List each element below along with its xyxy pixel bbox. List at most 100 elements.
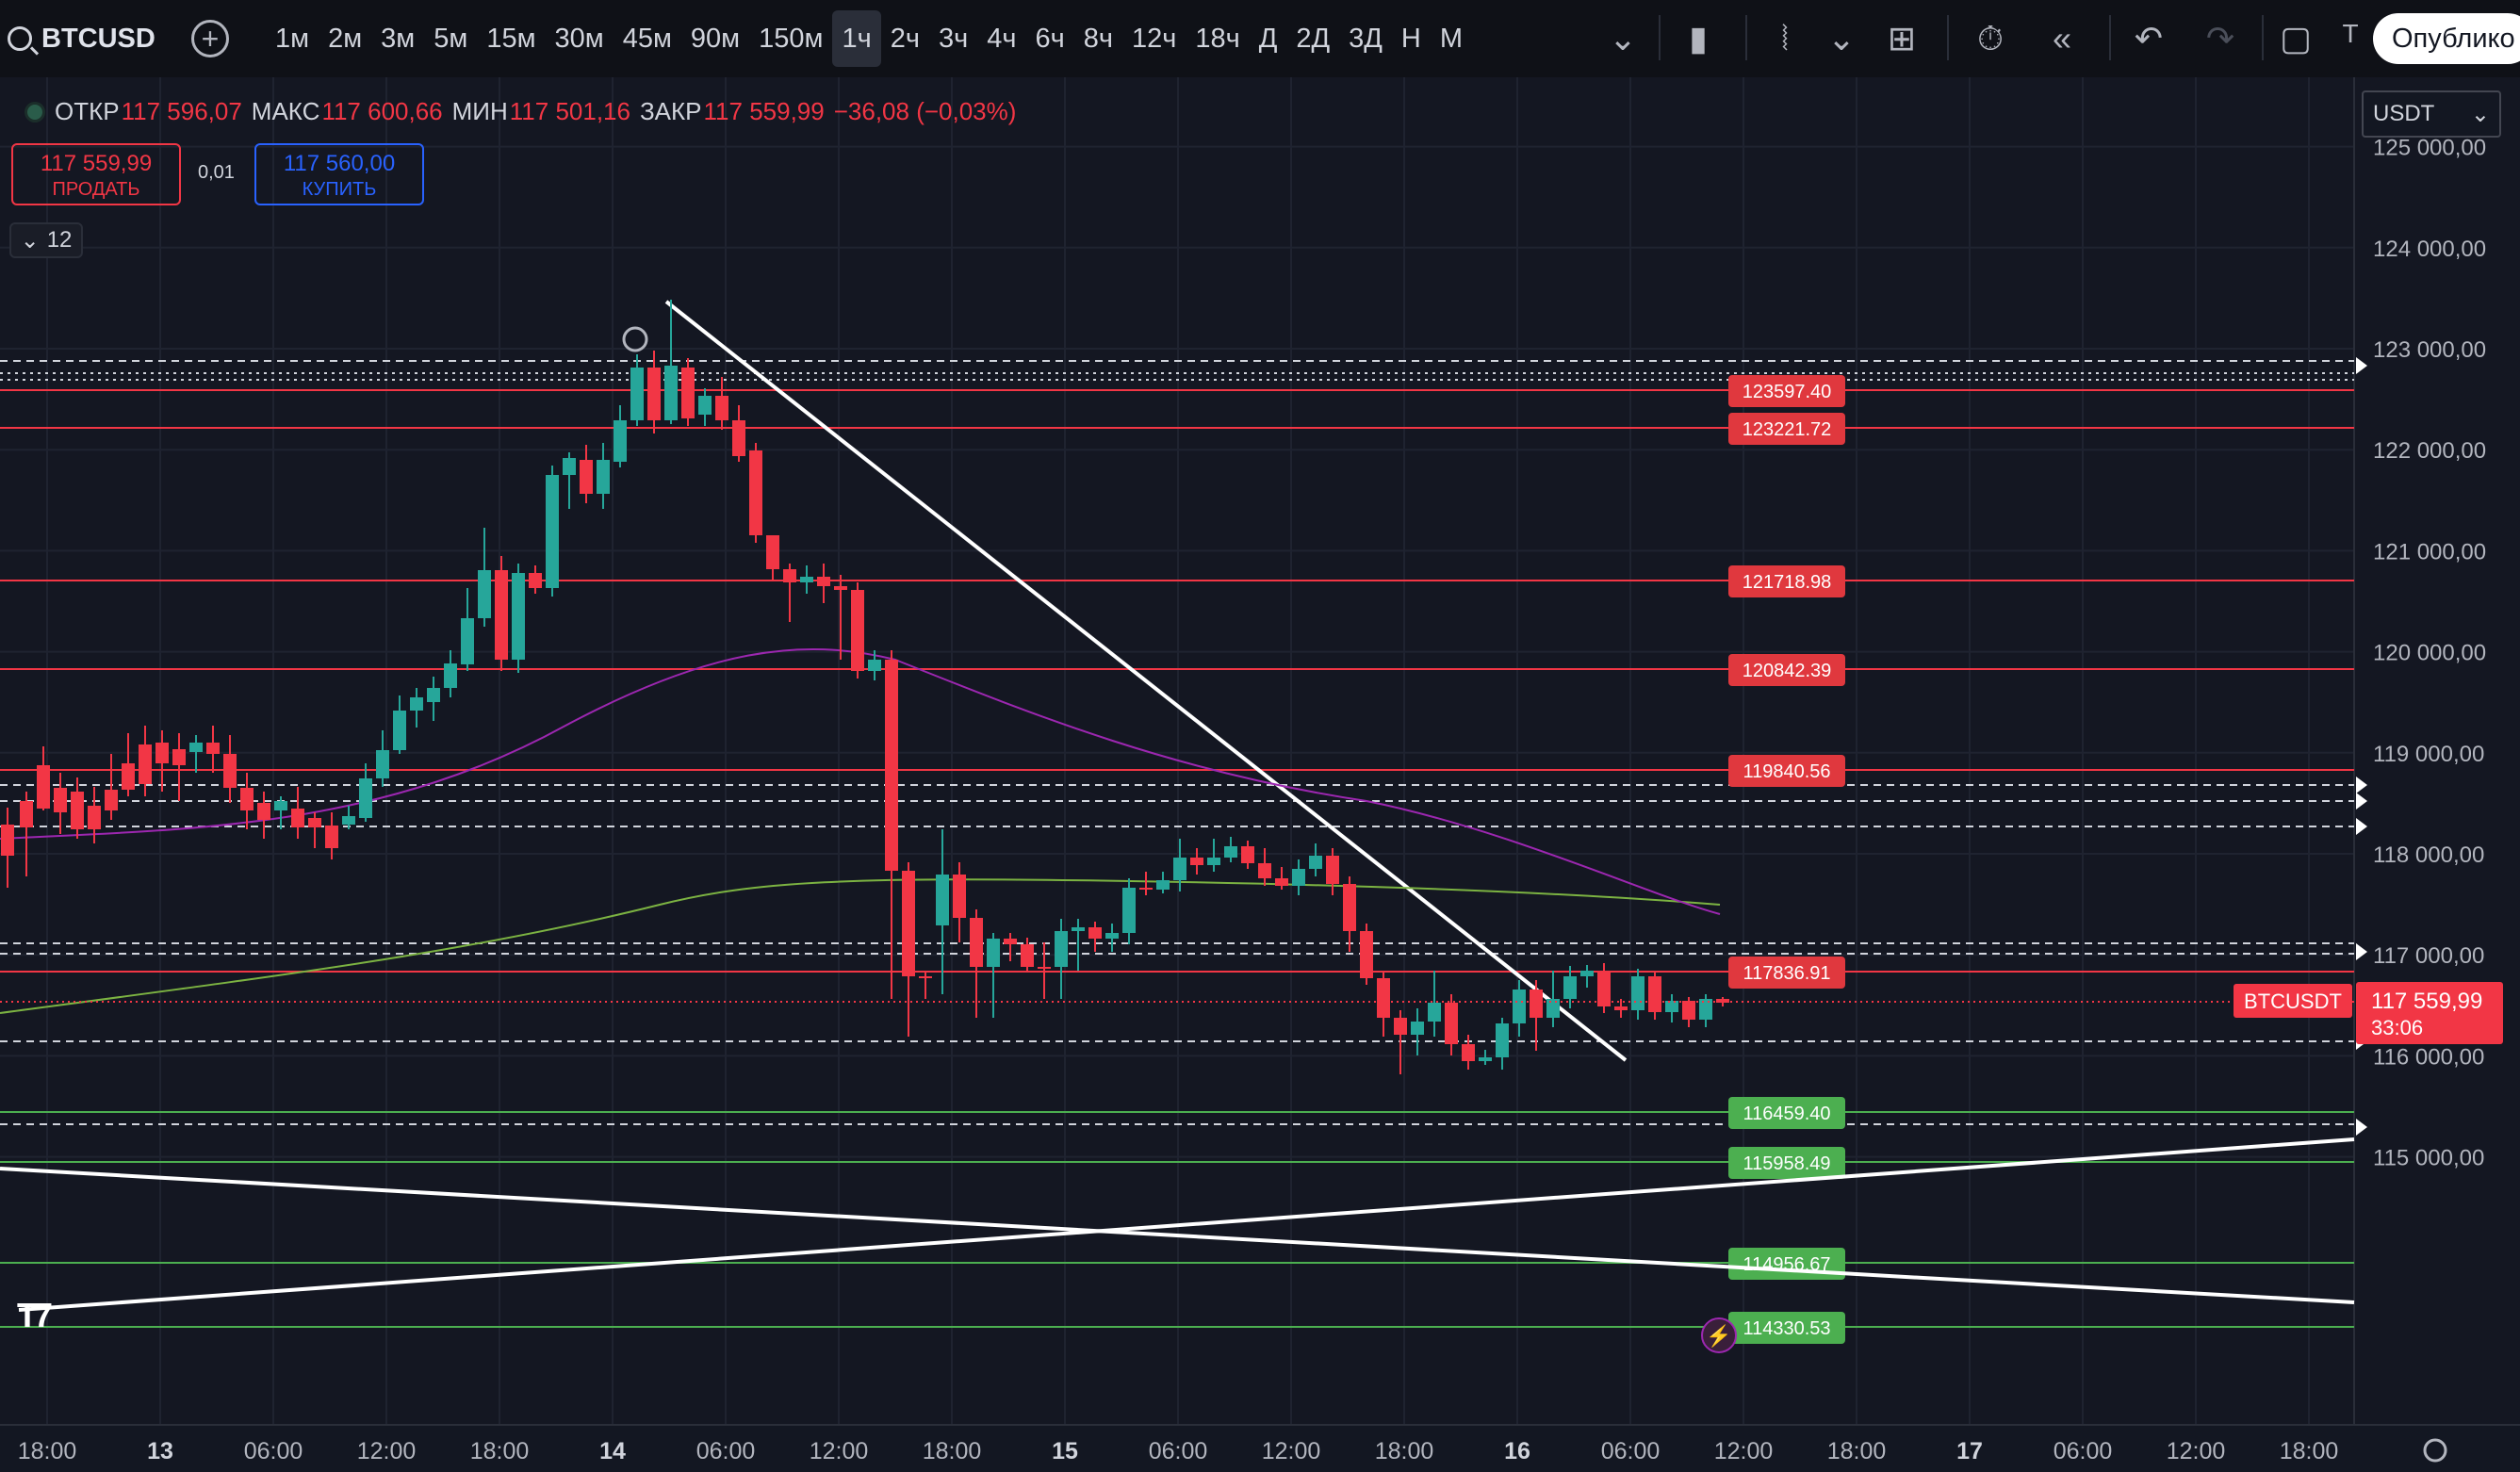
high-value: 117 600,66 — [321, 97, 443, 125]
high-label: МАКС — [251, 97, 320, 125]
candle-body — [614, 420, 627, 462]
candle-body — [1428, 1003, 1441, 1022]
interval-9[interactable]: 1ч — [832, 10, 881, 67]
redo-icon[interactable]: ↷ — [2205, 19, 2235, 57]
interval-5[interactable]: 30м — [554, 23, 604, 54]
candle-body — [37, 765, 50, 809]
time-axis-label: 13 — [147, 1438, 173, 1464]
change-value: −36,08 (−0,03%) — [833, 97, 1017, 125]
interval-8[interactable]: 150м — [759, 23, 824, 54]
time-axis-label: 18:00 — [2280, 1438, 2339, 1464]
interval-21[interactable]: М — [1439, 23, 1464, 54]
candle-body — [495, 570, 508, 660]
candle-body — [1682, 1001, 1695, 1020]
interval-15[interactable]: 12ч — [1131, 23, 1177, 54]
candle-body — [868, 660, 881, 671]
compare-symbol-button[interactable]: + — [191, 0, 229, 77]
candle-body — [698, 396, 712, 415]
fullscreen-icon[interactable]: ▢ — [2279, 19, 2312, 57]
publish-button[interactable]: Опублико — [2373, 13, 2520, 64]
candle-body — [461, 618, 474, 664]
candle-body — [1445, 1003, 1458, 1044]
candle-body — [1394, 1018, 1407, 1035]
time-axis-label: 06:00 — [1601, 1438, 1661, 1464]
candle-body — [1377, 978, 1390, 1018]
interval-10[interactable]: 2ч — [890, 23, 920, 54]
buy-button[interactable]: 117 560,00 КУПИТЬ — [254, 143, 424, 205]
level-price-tag — [1728, 1312, 1845, 1344]
alert-icon[interactable]: ⏱ — [1976, 19, 2005, 57]
candle-body — [1631, 976, 1645, 1010]
time-axis-label: 18:00 — [923, 1438, 982, 1464]
interval-1[interactable]: 2м — [328, 23, 363, 54]
level-marker-icon — [2356, 357, 2367, 374]
interval-2[interactable]: 3м — [381, 23, 416, 54]
chevron-down-icon[interactable]: ⌄ — [1608, 19, 1638, 57]
currency-select[interactable]: USDT ⌄ — [2362, 90, 2501, 138]
interval-19[interactable]: 3Д — [1349, 23, 1383, 54]
candle-body — [1173, 858, 1186, 880]
candle-body — [1275, 878, 1288, 886]
price-axis-label: 124 000,00 — [2373, 237, 2486, 262]
candle-body — [1241, 846, 1254, 863]
interval-0[interactable]: 1м — [275, 23, 310, 54]
price-axis-label: 121 000,00 — [2373, 539, 2486, 564]
interval-7[interactable]: 90м — [690, 23, 741, 54]
interval-3[interactable]: 5м — [434, 23, 468, 54]
level-price-label: 117836.91 — [1743, 963, 1830, 984]
open-value: 117 596,07 — [121, 97, 242, 125]
interval-16[interactable]: 18ч — [1195, 23, 1240, 54]
buy-label: КУПИТЬ — [302, 179, 377, 200]
level-price-tag — [1728, 375, 1845, 407]
candle-body — [1699, 999, 1712, 1020]
level-price-label: 116459.40 — [1743, 1104, 1830, 1124]
candle-body — [1156, 880, 1170, 890]
candle-body — [1038, 967, 1051, 969]
interval-14[interactable]: 8ч — [1083, 23, 1113, 54]
layouts-icon[interactable]: ⊞ — [1887, 19, 1917, 57]
level-marker-icon — [2356, 818, 2367, 835]
interval-11[interactable]: 3ч — [938, 23, 969, 54]
candles-icon[interactable]: ▮ — [1689, 19, 1708, 57]
candle-body — [1479, 1057, 1492, 1061]
price-chart[interactable]: 123597.40 123221.72 121718.98 120842.39 1198… — [0, 77, 2520, 1472]
candle-body — [20, 801, 33, 827]
candle-body — [647, 368, 661, 420]
candle-body — [715, 396, 728, 420]
indicators-toggle[interactable]: ⌄ 12 — [9, 222, 83, 258]
sell-button[interactable]: 117 559,99 ПРОДАТЬ — [11, 143, 181, 205]
candle-body — [206, 743, 220, 754]
time-axis-label: 12:00 — [357, 1438, 417, 1464]
interval-20[interactable]: Н — [1400, 23, 1421, 54]
search-icon — [8, 26, 32, 51]
lightning-icon-glyph: ⚡ — [1706, 1324, 1731, 1349]
time-axis-background — [0, 1425, 2520, 1472]
chevron-down-icon: ⌄ — [2470, 101, 2490, 127]
candle-body — [139, 744, 152, 784]
time-axis-label: 12:00 — [810, 1438, 869, 1464]
interval-17[interactable]: Д — [1258, 23, 1278, 54]
interval-6[interactable]: 45м — [622, 23, 672, 54]
interval-18[interactable]: 2Д — [1296, 23, 1331, 54]
candle-body — [885, 660, 898, 871]
indicators-icon[interactable]: ⦚ — [1781, 19, 1789, 57]
candle-body — [529, 573, 542, 588]
replay-icon[interactable]: « — [2052, 19, 2072, 57]
sell-price: 117 559,99 — [40, 151, 153, 176]
interval-13[interactable]: 6ч — [1035, 23, 1065, 54]
divider — [2262, 15, 2264, 60]
interval-4[interactable]: 15м — [486, 23, 536, 54]
candle-body — [1462, 1044, 1475, 1061]
candle-body — [834, 586, 847, 590]
symbol-search[interactable]: BTCUSD — [8, 0, 155, 77]
time-axis-label: 18:00 — [1375, 1438, 1434, 1464]
time-axis-label: 06:00 — [696, 1438, 756, 1464]
price-axis-label: 116 000,00 — [2373, 1044, 2484, 1070]
symbol-price-tag — [2234, 984, 2352, 1018]
undo-icon[interactable]: ↶ — [2134, 19, 2164, 57]
interval-12[interactable]: 4ч — [987, 23, 1017, 54]
candle-body — [1563, 976, 1577, 999]
candle-body — [1648, 976, 1661, 1012]
chevron-down-icon[interactable]: ⌄ — [1826, 19, 1857, 57]
level-price-label: 121718.98 — [1743, 572, 1832, 593]
